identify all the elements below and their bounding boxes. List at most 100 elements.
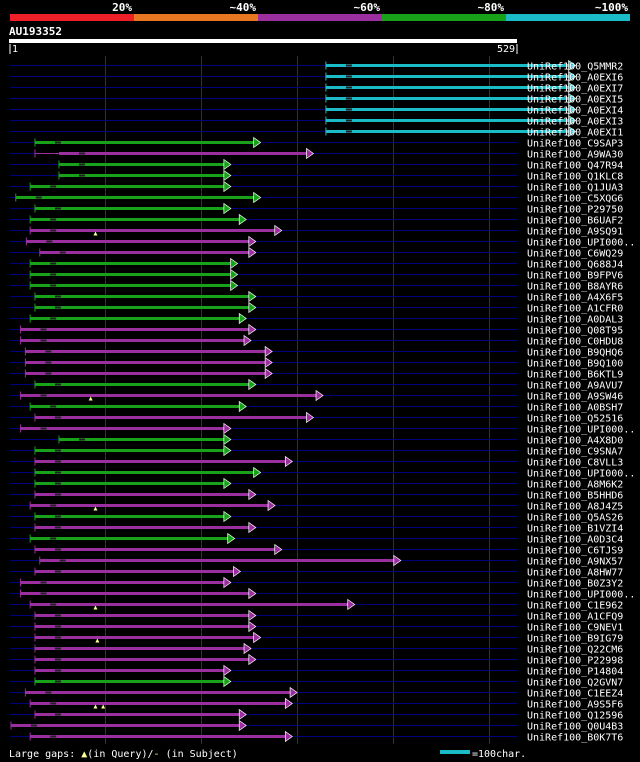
hit-label[interactable]: UniRef100_B9Q100	[527, 359, 623, 370]
hit-label[interactable]: UniRef100_A0EXI1	[527, 128, 623, 139]
hit-row[interactable]: UniRef100_C9SNA7	[10, 444, 623, 458]
hit-label[interactable]: UniRef100_C9SNA7	[527, 447, 623, 458]
hit-row[interactable]: UniRef100_A0DAL3	[10, 312, 623, 326]
hit-label[interactable]: UniRef100_C1EEZ4	[527, 689, 623, 700]
hit-row[interactable]: UniRef100_C9NEV1	[10, 620, 623, 634]
hit-row[interactable]: UniRef100_A0EXI4	[10, 103, 623, 117]
hit-label[interactable]: UniRef100_Q1JUA3	[527, 183, 623, 194]
hit-row[interactable]: UniRef100_A0EXI6	[10, 70, 623, 84]
hit-label[interactable]: UniRef100_UPI000..	[527, 238, 635, 249]
hit-label[interactable]: UniRef100_A4X8D0	[527, 436, 623, 447]
hit-row[interactable]: UniRef100_Q1JUA3	[10, 180, 623, 194]
hit-row[interactable]: UniRef100_B9QHQ6	[10, 345, 623, 359]
hit-label[interactable]: UniRef100_A0EXI7	[527, 84, 623, 95]
hit-label[interactable]: UniRef100_A9SW46	[527, 392, 623, 403]
hit-label[interactable]: UniRef100_A0D3C4	[527, 535, 623, 546]
hit-label[interactable]: UniRef100_C0HDU8	[527, 337, 623, 348]
hit-row[interactable]: UniRef100_C6WQ29	[10, 246, 623, 260]
hit-label[interactable]: UniRef100_Q688J4	[527, 260, 623, 271]
hit-row[interactable]: UniRef100_C5XQG6	[10, 191, 623, 205]
hit-row[interactable]: UniRef100_Q5AS26	[10, 510, 623, 524]
hit-row[interactable]: UniRef100_A8J4Z5	[10, 499, 623, 513]
hit-label[interactable]: UniRef100_A8J4Z5	[527, 502, 623, 513]
hit-label[interactable]: UniRef100_C5XQG6	[527, 194, 623, 205]
hit-label[interactable]: UniRef100_Q2GVN7	[527, 678, 623, 689]
hit-label[interactable]: UniRef100_B0Z3Y2	[527, 579, 623, 590]
hit-row[interactable]: UniRef100_A9SW46	[10, 389, 623, 403]
hit-label[interactable]: UniRef100_Q0U4B3	[527, 722, 623, 733]
hit-row[interactable]: UniRef100_Q52516	[10, 411, 623, 425]
hit-row[interactable]: UniRef100_B9Q100	[10, 356, 623, 370]
hit-label[interactable]: UniRef100_B9FPV6	[527, 271, 623, 282]
hit-row[interactable]: UniRef100_C1E962	[10, 598, 623, 612]
hit-label[interactable]: UniRef100_A0EXI4	[527, 106, 623, 117]
hit-row[interactable]: UniRef100_Q5MMR2	[10, 59, 623, 73]
hit-row[interactable]: UniRef100_A0EXI1	[10, 125, 623, 139]
hit-label[interactable]: UniRef100_C1E962	[527, 601, 623, 612]
hit-label[interactable]: UniRef100_P29750	[527, 205, 623, 216]
hit-label[interactable]: UniRef100_UPI000..	[527, 590, 635, 601]
hit-row[interactable]: UniRef100_A9S5F6	[10, 697, 623, 711]
hit-row[interactable]: UniRef100_A4X6F5	[10, 290, 623, 304]
hit-row[interactable]: UniRef100_A1CFQ9	[10, 609, 623, 623]
hit-row[interactable]: UniRef100_C1EEZ4	[10, 686, 623, 700]
hit-row[interactable]: UniRef100_P14804	[10, 664, 623, 678]
hit-row[interactable]: UniRef100_UPI000..	[10, 422, 635, 436]
hit-label[interactable]: UniRef100_A9S5F6	[527, 700, 623, 711]
hit-row[interactable]: UniRef100_B9IG79	[10, 631, 623, 645]
hit-row[interactable]: UniRef100_A8M6K2	[10, 477, 623, 491]
hit-label[interactable]: UniRef100_A0BSH7	[527, 403, 623, 414]
hit-row[interactable]: UniRef100_P22998	[10, 653, 623, 667]
hit-row[interactable]: UniRef100_Q08T95	[10, 323, 623, 337]
hit-label[interactable]: UniRef100_B8AYR6	[527, 282, 623, 293]
hit-label[interactable]: UniRef100_Q5AS26	[527, 513, 623, 524]
hit-row[interactable]: UniRef100_B9FPV6	[10, 268, 623, 282]
hit-label[interactable]: UniRef100_A9WA30	[527, 150, 623, 161]
hit-label[interactable]: UniRef100_A8HW77	[527, 568, 623, 579]
hit-label[interactable]: UniRef100_B9QHQ6	[527, 348, 623, 359]
hit-row[interactable]: UniRef100_A0D3C4	[10, 532, 623, 546]
hit-row[interactable]: UniRef100_A0EXI7	[10, 81, 623, 95]
hit-row[interactable]: UniRef100_C9SAP3	[10, 136, 623, 150]
hit-row[interactable]: UniRef100_Q2GVN7	[10, 675, 623, 689]
hit-row[interactable]: UniRef100_B0Z3Y2	[10, 576, 623, 590]
hit-row[interactable]: UniRef100_A0BSH7	[10, 400, 623, 414]
hit-label[interactable]: UniRef100_Q52516	[527, 414, 623, 425]
hit-row[interactable]: UniRef100_A9WA30	[10, 147, 623, 161]
hit-label[interactable]: UniRef100_A1CFR0	[527, 304, 623, 315]
hit-row[interactable]: UniRef100_A0EXI3	[10, 114, 623, 128]
hit-label[interactable]: UniRef100_B6UAF2	[527, 216, 623, 227]
hit-label[interactable]: UniRef100_B9IG79	[527, 634, 623, 645]
hit-row[interactable]: UniRef100_Q22CM6	[10, 642, 623, 656]
hit-label[interactable]: UniRef100_B0K7T6	[527, 733, 623, 744]
hit-row[interactable]: UniRef100_A4X8D0	[10, 433, 623, 447]
hit-label[interactable]: UniRef100_C6WQ29	[527, 249, 623, 260]
hit-row[interactable]: UniRef100_C6TJS9	[10, 543, 623, 557]
hit-label[interactable]: UniRef100_C8VLL3	[527, 458, 623, 469]
hit-label[interactable]: UniRef100_P14804	[527, 667, 623, 678]
hit-label[interactable]: UniRef100_Q08T95	[527, 326, 623, 337]
hit-row[interactable]: UniRef100_A9NX57	[10, 554, 623, 568]
hit-row[interactable]: UniRef100_B6UAF2	[10, 213, 623, 227]
hit-label[interactable]: UniRef100_UPI000..	[527, 469, 635, 480]
hit-label[interactable]: UniRef100_B6KTL9	[527, 370, 623, 381]
hit-label[interactable]: UniRef100_A0EXI6	[527, 73, 623, 84]
hit-label[interactable]: UniRef100_A9NX57	[527, 557, 623, 568]
hit-label[interactable]: UniRef100_A4X6F5	[527, 293, 623, 304]
hit-row[interactable]: UniRef100_B5HHD6	[10, 488, 623, 502]
hit-label[interactable]: UniRef100_A0DAL3	[527, 315, 623, 326]
hit-label[interactable]: UniRef100_B1VZI4	[527, 524, 623, 535]
hit-row[interactable]: UniRef100_Q1KLC8	[10, 169, 623, 183]
hit-row[interactable]: UniRef100_UPI000..	[10, 587, 635, 601]
hit-row[interactable]: UniRef100_A0EXI5	[10, 92, 623, 106]
hit-label[interactable]: UniRef100_Q47R94	[527, 161, 623, 172]
hit-row[interactable]: UniRef100_B0K7T6	[10, 730, 623, 744]
hit-row[interactable]: UniRef100_A8HW77	[10, 565, 623, 579]
hit-label[interactable]: UniRef100_A1CFQ9	[527, 612, 623, 623]
hit-label[interactable]: UniRef100_B5HHD6	[527, 491, 623, 502]
hit-row[interactable]: UniRef100_A9SQ91	[10, 224, 623, 238]
hit-label[interactable]: UniRef100_C6TJS9	[527, 546, 623, 557]
hit-label[interactable]: UniRef100_UPI000..	[527, 425, 635, 436]
hit-label[interactable]: UniRef100_A9AVU7	[527, 381, 623, 392]
hit-row[interactable]: UniRef100_P29750	[10, 202, 623, 216]
